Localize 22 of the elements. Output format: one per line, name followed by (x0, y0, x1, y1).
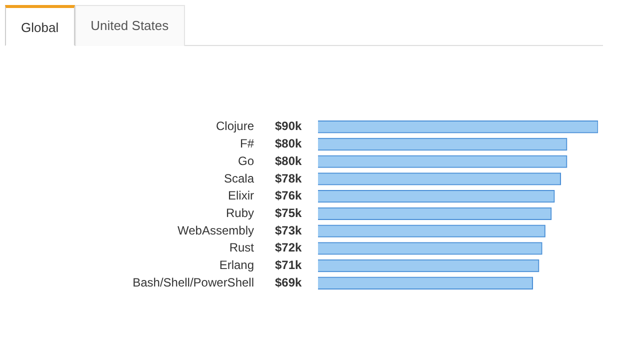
data-label: $90k (275, 119, 302, 134)
data-label: $75k (275, 206, 302, 220)
text: Global (5, 5, 75, 46)
data-label: $76k (275, 188, 302, 203)
y-tick-label: Go (238, 154, 254, 168)
y-tick-label: Ruby (226, 206, 254, 220)
y-tick-label: F# (240, 136, 254, 151)
y-tick-label: WebAssembly (178, 223, 254, 238)
data-label: $71k (275, 258, 302, 272)
data-label: $73k (275, 223, 302, 238)
y-tick-label: Elixir (228, 188, 254, 203)
data-label: $78k (275, 171, 302, 186)
data-label: $80k (275, 154, 302, 168)
data-label: $72k (275, 240, 302, 255)
y-tick-label: Clojure (216, 119, 254, 134)
y-tick-label: Rust (229, 240, 255, 255)
text: United States (74, 5, 185, 46)
y-tick-label: Bash/Shell/PowerShell (132, 275, 254, 290)
data-label: $69k (275, 275, 302, 290)
data-label: $80k (275, 136, 302, 151)
y-tick-label: Scala (224, 171, 254, 186)
y-tick-label: Erlang (219, 258, 254, 272)
